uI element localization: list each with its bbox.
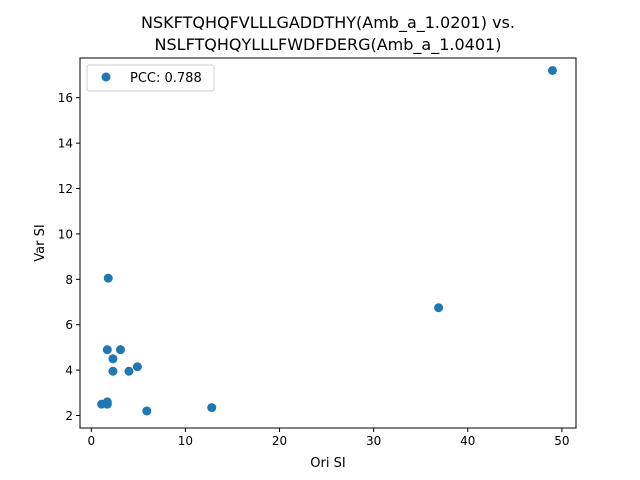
- chart-title-line-2: NSLFTQHQYLLLFWDFDERG(Amb_a_1.0401): [155, 35, 502, 55]
- x-axis-label: Ori SI: [310, 456, 345, 471]
- y-tick-label: 2: [65, 409, 73, 423]
- data-point: [103, 273, 113, 283]
- x-tick-label: 0: [87, 434, 95, 448]
- legend-marker: [101, 72, 111, 82]
- data-point: [102, 345, 112, 355]
- data-point: [207, 403, 217, 413]
- data-point: [108, 354, 118, 364]
- x-tick-label: 40: [460, 434, 475, 448]
- plot-area-frame: [79, 57, 577, 429]
- y-tick-label: 6: [65, 318, 73, 332]
- data-point: [434, 303, 444, 313]
- y-tick-label: 8: [65, 273, 73, 287]
- x-tick-label: 50: [554, 434, 569, 448]
- data-point: [124, 366, 134, 376]
- x-tick-label: 20: [272, 434, 287, 448]
- y-axis-ticks: 2 4 6 8 10 12 14 16: [58, 91, 80, 423]
- data-point: [547, 65, 557, 75]
- data-point: [115, 345, 125, 355]
- y-tick-label: 10: [58, 227, 73, 241]
- data-points: [97, 65, 557, 416]
- y-tick-label: 16: [58, 91, 73, 105]
- y-tick-label: 4: [65, 364, 73, 378]
- y-axis-label: Var SI: [33, 224, 48, 261]
- y-tick-label: 12: [58, 182, 73, 196]
- legend-box: [86, 64, 215, 92]
- data-point: [108, 366, 118, 376]
- x-tick-label: 30: [366, 434, 381, 448]
- y-tick-label: 14: [58, 137, 73, 151]
- legend: PCC: 0.788: [86, 64, 215, 92]
- data-point: [142, 406, 152, 416]
- x-axis-ticks: 0 10 20 30 40 50: [87, 428, 570, 448]
- x-tick-label: 10: [178, 434, 193, 448]
- data-point: [102, 397, 112, 407]
- legend-label: PCC: 0.788: [130, 71, 202, 86]
- chart-title-line-1: NSKFTQHQFVLLLGADDTHY(Amb_a_1.0201) vs.: [141, 13, 515, 33]
- data-point: [132, 362, 142, 372]
